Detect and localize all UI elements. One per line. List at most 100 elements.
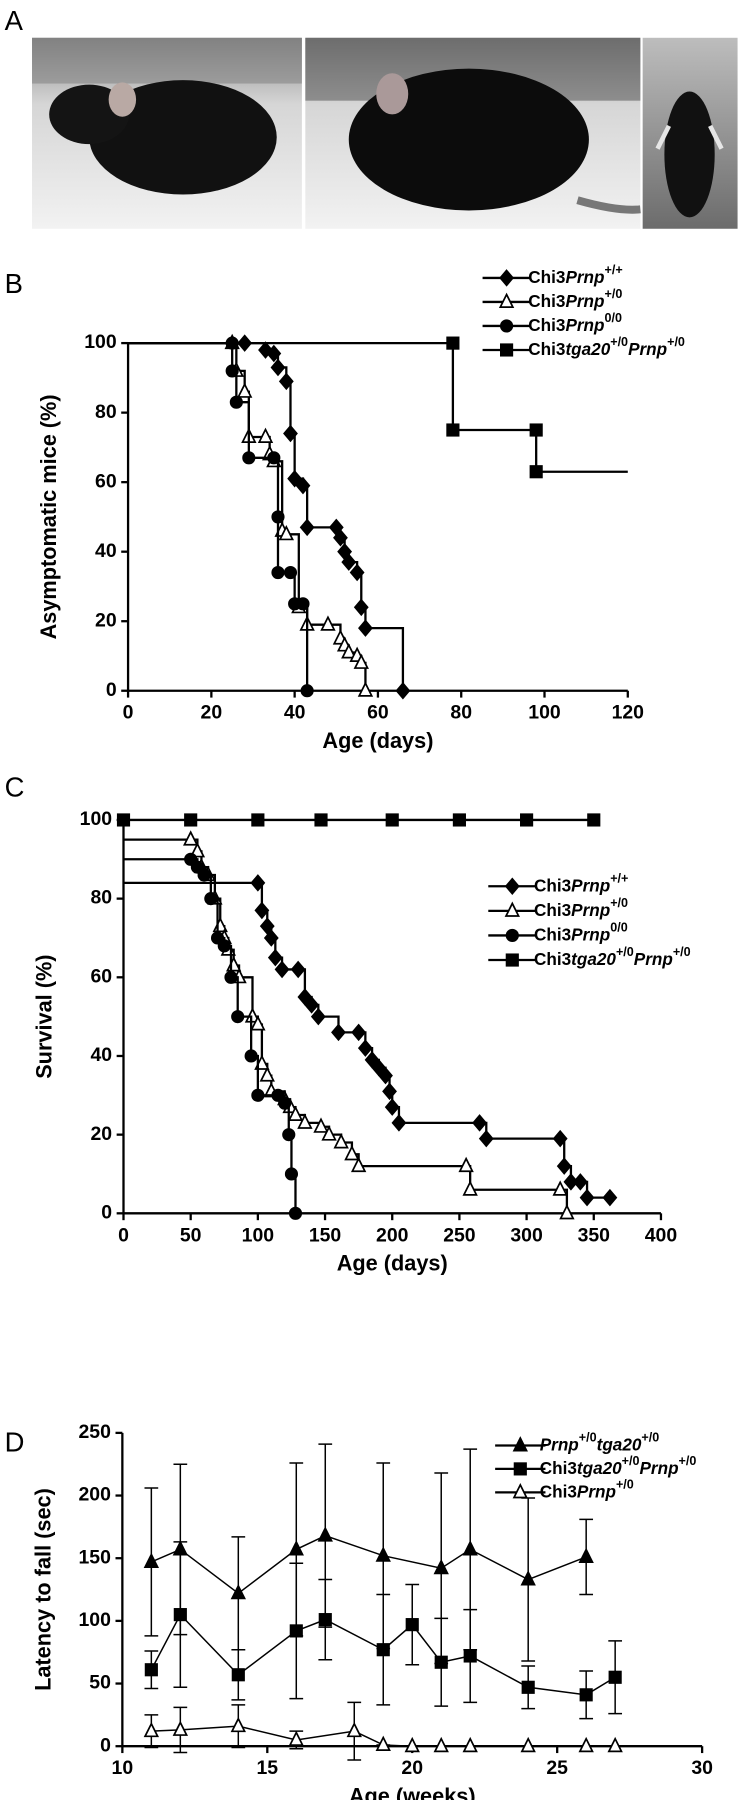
- y-tick-label: 40: [90, 1044, 112, 1066]
- marker: [317, 1526, 333, 1542]
- marker: [607, 1736, 623, 1753]
- x-tick-label: 80: [450, 702, 472, 724]
- marker: [251, 813, 265, 827]
- marker: [231, 1668, 245, 1682]
- legend-label: Chi3tga20+/0Prnp+/0: [534, 945, 691, 968]
- y-tick-label: 0: [101, 1201, 112, 1223]
- marker: [333, 529, 348, 547]
- marker: [250, 1015, 266, 1031]
- step-line: [236, 401, 250, 458]
- x-tick-label: 40: [284, 702, 306, 724]
- legend-label: Chi3Prnp+/0: [528, 287, 622, 310]
- marker: [143, 1721, 160, 1738]
- marker: [499, 269, 514, 287]
- marker: [310, 1007, 326, 1026]
- marker: [287, 1105, 304, 1121]
- step-line: [365, 627, 405, 691]
- marker: [602, 1188, 618, 1207]
- marker: [289, 1624, 303, 1638]
- y-tick-label: 60: [90, 965, 112, 987]
- marker: [267, 451, 281, 465]
- marker: [375, 1546, 391, 1562]
- x-tick-label: 200: [376, 1224, 408, 1246]
- marker: [320, 615, 336, 631]
- y-axis-title: Asymptomatic mice (%): [36, 394, 61, 639]
- marker: [353, 598, 369, 617]
- mouse: [348, 68, 589, 211]
- marker: [341, 553, 357, 571]
- marker: [225, 364, 239, 378]
- line: [150, 1613, 616, 1696]
- y-tick-label: 100: [80, 808, 112, 830]
- marker: [278, 372, 294, 391]
- x-tick-label: 25: [546, 1757, 568, 1779]
- marker: [376, 1643, 390, 1657]
- marker: [520, 1736, 536, 1753]
- marker: [229, 395, 243, 409]
- marker: [267, 948, 283, 967]
- marker: [116, 813, 131, 827]
- marker: [556, 1157, 572, 1175]
- marker: [357, 681, 374, 697]
- marker: [446, 336, 460, 350]
- marker: [500, 343, 514, 357]
- x-tick-label: 0: [123, 702, 134, 724]
- x-tick-label: 300: [510, 1224, 542, 1246]
- marker: [552, 1180, 568, 1196]
- marker: [284, 1167, 299, 1181]
- marker: [314, 813, 328, 827]
- marker: [304, 996, 320, 1014]
- x-tick-label: 20: [201, 702, 223, 724]
- marker: [224, 970, 238, 984]
- mouse-ear: [376, 73, 409, 115]
- marker: [231, 1010, 245, 1024]
- x-tick-label: 350: [578, 1224, 610, 1246]
- marker: [578, 1736, 594, 1753]
- marker: [382, 1082, 397, 1101]
- y-tick-label: 0: [106, 679, 117, 701]
- marker: [351, 1023, 367, 1042]
- x-tick-label: 20: [401, 1757, 423, 1779]
- x-tick-label: 30: [691, 1757, 713, 1779]
- marker: [512, 1436, 528, 1452]
- x-tick-label: 120: [612, 702, 644, 724]
- marker: [321, 1125, 337, 1141]
- marker: [250, 874, 266, 892]
- marker: [520, 813, 534, 827]
- y-tick-label: 60: [95, 470, 117, 492]
- marker: [295, 476, 311, 495]
- legend-label: Chi3tga20+/0Prnp+/0: [540, 1454, 697, 1477]
- marker: [251, 1088, 265, 1102]
- marker: [346, 1721, 362, 1738]
- y-tick-label: 20: [90, 1123, 112, 1145]
- marker: [173, 1608, 187, 1622]
- marker: [462, 1180, 478, 1196]
- x-axis-title: Age (days): [322, 728, 433, 753]
- panel-label: D: [5, 1427, 25, 1458]
- marker: [259, 1066, 275, 1082]
- marker: [384, 1098, 400, 1116]
- marker: [529, 465, 543, 479]
- marker: [184, 813, 198, 827]
- y-tick-label: 100: [84, 331, 116, 353]
- x-tick-label: 100: [242, 1224, 274, 1246]
- marker: [331, 1023, 346, 1042]
- marker: [271, 510, 285, 524]
- marker: [350, 1156, 367, 1173]
- marker: [405, 1618, 419, 1632]
- mouse-ear: [108, 82, 137, 117]
- marker: [512, 1482, 528, 1499]
- line: [151, 1725, 616, 1747]
- y-tick-label: 50: [89, 1672, 111, 1694]
- x-tick-label: 0: [118, 1224, 129, 1246]
- marker: [504, 901, 520, 917]
- marker: [143, 1552, 160, 1568]
- marker: [271, 565, 285, 580]
- marker: [478, 1129, 494, 1148]
- marker: [434, 1655, 448, 1669]
- marker: [529, 423, 543, 437]
- marker: [300, 684, 314, 698]
- mouse-paws: [655, 124, 724, 150]
- marker: [504, 877, 520, 896]
- marker: [318, 1613, 332, 1627]
